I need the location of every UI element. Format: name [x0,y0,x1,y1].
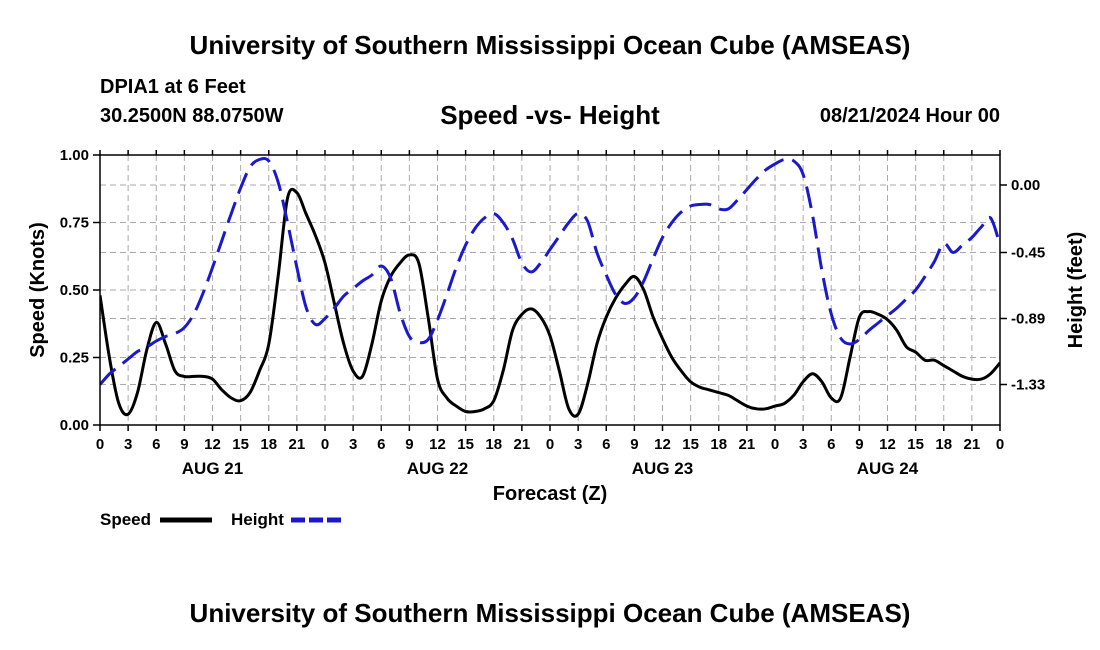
x-tick-label: 18 [710,436,727,453]
x-tick-label: 12 [654,436,671,453]
x-tick-label: 3 [799,436,807,453]
y-tick-label: 0.00 [60,417,89,434]
x-tick-label: 0 [996,436,1004,453]
x-tick-label: 9 [405,436,413,453]
day-label: AUG 22 [407,459,468,478]
y-tick-label: 1.00 [60,147,89,164]
x-tick-label: 15 [457,436,474,453]
x-tick-label: 15 [232,436,249,453]
x-tick-label: 6 [602,436,610,453]
x-tick-label: 21 [289,436,306,453]
x-tick-label: 9 [855,436,863,453]
coordinates-label: 30.2500N 88.0750W [100,105,284,127]
grid [100,155,1000,425]
day-label: AUG 21 [182,459,243,478]
bottom-title: University of Southern Mississippi Ocean… [189,598,911,628]
x-tick-label: 15 [682,436,699,453]
station-label: DPIA1 at 6 Feet [100,76,246,98]
x-tick-label: 18 [935,436,952,453]
x-tick-label: 0 [96,436,104,453]
x-axis: 0 3 6 9 12 15 18 21 0 3 6 9 12 15 18 21 0 3 6 9 12 15 18 21 0 3 6 9… [96,150,1004,453]
legend-speed-label: Speed [100,510,151,529]
x-tick-label: 0 [321,436,329,453]
x-tick-label: 3 [124,436,132,453]
x-tick-label: 21 [739,436,756,453]
x-tick-label: 21 [514,436,531,453]
x-tick-label: 6 [152,436,160,453]
x-tick-label: 9 [630,436,638,453]
day-labels: AUG 21 AUG 22 AUG 23 AUG 24 [182,459,919,478]
series-layer [100,156,1000,418]
y-tick-label: 0.75 [60,215,89,232]
forecast-datetime: 08/21/2024 Hour 00 [819,105,1000,127]
y-axis-right: -1.33 -0.89 -0.45 0.00 [1000,177,1045,394]
x-tick-label: 12 [429,436,446,453]
chart-title: Speed -vs- Height [440,100,660,130]
x-tick-label: 18 [485,436,502,453]
x-tick-label: 0 [546,436,554,453]
y-axis-label: Speed (Knots) [27,222,49,358]
x-tick-label: 12 [204,436,221,453]
y-tick-label: 0.50 [60,282,89,299]
x-tick-label: 18 [260,436,277,453]
x-tick-label: 6 [377,436,385,453]
top-title: University of Southern Mississippi Ocean… [189,30,911,60]
y2-axis-label: Height (feet) [1065,232,1087,349]
y2-tick-label: 0.00 [1011,177,1040,194]
x-tick-label: 0 [771,436,779,453]
y2-tick-label: -0.89 [1011,311,1045,328]
x-tick-label: 3 [349,436,357,453]
x-axis-label: Forecast (Z) [493,483,607,505]
y-tick-label: 0.25 [60,350,89,367]
height-series-line [100,156,1000,386]
x-tick-label: 6 [827,436,835,453]
legend-height-label: Height [231,510,284,529]
y-axis-left: 0.00 0.25 0.50 0.75 1.00 [60,147,100,434]
legend: Speed Height [100,510,343,529]
y2-tick-label: -0.45 [1011,245,1045,262]
speed-series-line [100,187,1000,418]
day-label: AUG 23 [632,459,693,478]
x-tick-label: 9 [180,436,188,453]
x-tick-label: 15 [907,436,924,453]
y2-tick-label: -1.33 [1011,377,1045,394]
x-tick-label: 12 [879,436,896,453]
day-label: AUG 24 [857,459,919,478]
x-tick-label: 21 [964,436,981,453]
x-tick-label: 3 [574,436,582,453]
